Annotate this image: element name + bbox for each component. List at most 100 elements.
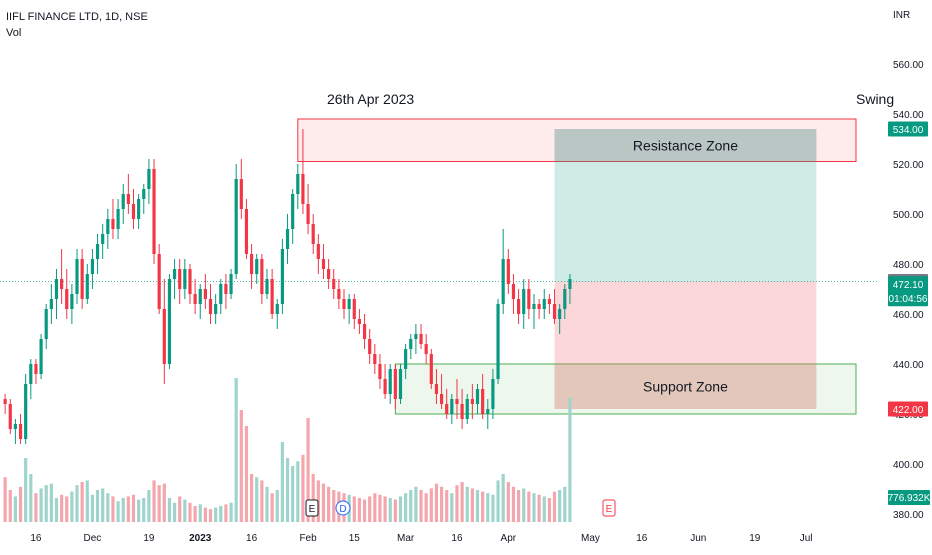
volume-bar <box>101 488 105 522</box>
candle <box>342 289 346 319</box>
candle <box>49 284 53 324</box>
volume-indicator-label[interactable]: Vol <box>6 27 22 39</box>
volume-bar <box>404 493 408 522</box>
price-badge <box>888 401 928 417</box>
volume-bar <box>116 501 120 522</box>
volume-bar <box>332 490 336 522</box>
candle <box>18 414 23 444</box>
volume-bar <box>465 486 469 522</box>
candle-body <box>18 424 23 439</box>
candle-body <box>470 399 474 404</box>
candle <box>522 279 526 329</box>
candle <box>24 374 28 444</box>
volume-bar <box>80 482 84 522</box>
candle <box>131 189 136 229</box>
candle-body <box>388 369 392 394</box>
volume-bar <box>393 499 397 522</box>
candle <box>265 269 269 299</box>
candle <box>142 184 146 214</box>
candle-body <box>275 304 279 314</box>
x-tick-label: Jun <box>690 533 706 544</box>
volume-bar <box>445 490 449 522</box>
candle-body <box>162 309 166 364</box>
candle-body <box>147 169 151 189</box>
volume-bar <box>34 493 38 522</box>
candle <box>198 284 202 319</box>
volume-bar <box>450 493 454 522</box>
volume-bar <box>419 490 423 522</box>
volume-bar <box>522 488 526 522</box>
candle <box>393 364 397 409</box>
resistance-zone-label: Resistance Zone <box>633 137 738 153</box>
volume-bar <box>547 498 551 522</box>
candle-body <box>95 244 100 259</box>
candle-body <box>111 219 115 229</box>
candle <box>280 239 284 314</box>
y-tick-label: 540.00 <box>893 110 924 121</box>
candle <box>511 274 516 314</box>
y-tick-label: 460.00 <box>893 310 924 321</box>
candle-body <box>424 344 428 354</box>
x-tick-label: 16 <box>636 533 648 544</box>
candle <box>301 129 305 214</box>
candle <box>552 289 557 324</box>
target-zone <box>554 129 817 282</box>
volume-bar <box>414 486 418 522</box>
candle <box>260 254 264 304</box>
volume-bar <box>208 509 213 522</box>
volume-bar <box>239 410 243 522</box>
currency-label: INR <box>893 10 910 21</box>
volume-bar <box>224 504 228 522</box>
earnings-marker: E <box>602 499 616 517</box>
support-zone-label: Support Zone <box>643 379 728 395</box>
candle <box>239 159 243 219</box>
volume-bar <box>44 485 48 522</box>
volume-bar <box>439 486 444 522</box>
chart-legend: IIFL FINANCE LTD, 1D, NSE Vol <box>6 9 148 41</box>
candle <box>54 269 59 319</box>
candle <box>39 334 43 379</box>
candle <box>455 379 459 419</box>
candle <box>424 334 428 364</box>
candle-body <box>39 339 43 374</box>
volume-bar <box>147 490 151 522</box>
candle-body <box>506 259 510 284</box>
candle-body <box>90 259 95 274</box>
volume-bar <box>296 461 300 522</box>
candle-body <box>383 379 387 394</box>
candle <box>152 159 156 264</box>
candle-body <box>311 224 315 244</box>
candle-body <box>85 274 89 299</box>
candle-body <box>368 339 372 354</box>
volume-bar <box>455 485 459 522</box>
candle <box>352 294 356 329</box>
volume-bar <box>429 488 433 522</box>
symbol-title[interactable]: IIFL FINANCE LTD, 1D, NSE <box>6 11 148 23</box>
candle <box>439 374 444 409</box>
candle-body <box>460 404 464 419</box>
candle-body <box>501 259 505 304</box>
candle <box>516 289 521 324</box>
candle <box>465 394 469 424</box>
volume-bar <box>460 482 464 522</box>
candle-body <box>280 249 284 304</box>
volume-bar <box>481 491 485 522</box>
candle <box>116 199 120 239</box>
volume-bar <box>265 486 269 522</box>
candle-body <box>419 334 423 344</box>
candle <box>316 234 320 274</box>
candle <box>147 159 151 204</box>
candle <box>126 174 130 214</box>
volume-bar <box>229 502 233 522</box>
candle-body <box>106 219 110 234</box>
volume-bar <box>24 458 28 522</box>
volume-bar <box>131 494 136 522</box>
y-tick-label: 440.00 <box>893 360 924 371</box>
candle <box>208 284 213 324</box>
candle <box>3 394 7 414</box>
candle <box>291 189 295 244</box>
candle <box>306 184 310 234</box>
candle <box>537 299 541 319</box>
